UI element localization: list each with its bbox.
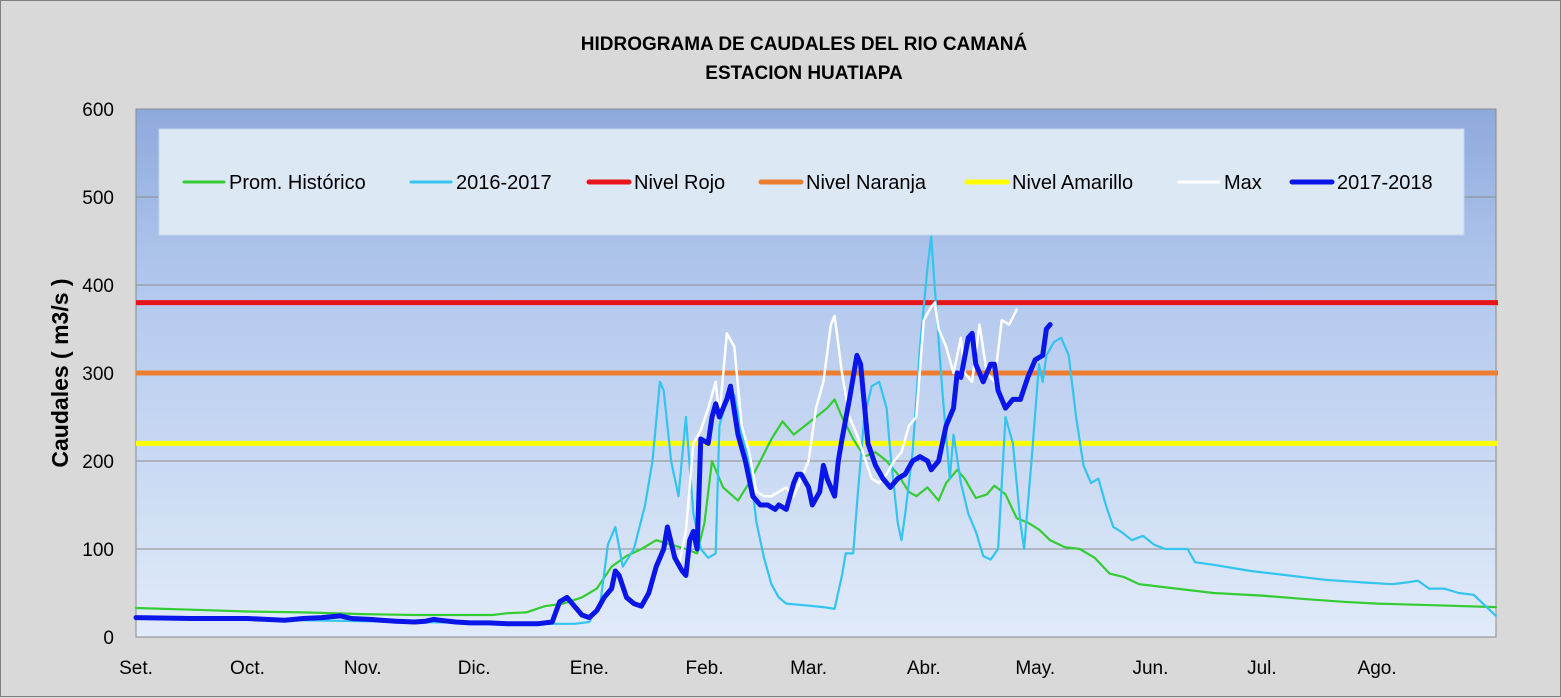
x-tick-label: Mar.	[790, 658, 827, 679]
series-line-2	[677, 301, 1018, 568]
series-lines	[133, 235, 1498, 627]
x-tick-label: Jul.	[1247, 658, 1277, 679]
x-tick-label: Dic.	[458, 658, 491, 679]
y-tick-label: 100	[82, 540, 114, 561]
legend-label: Nivel Amarillo	[1012, 172, 1133, 194]
x-tick-label: Set.	[119, 658, 153, 679]
y-tick-label: 600	[82, 100, 114, 121]
x-tick-label: Feb.	[686, 658, 724, 679]
y-tick-label: 200	[82, 452, 114, 473]
y-tick-label: 300	[82, 364, 114, 385]
series-line-3	[133, 322, 1053, 627]
legend-label: 2017-2018	[1337, 172, 1433, 194]
y-tick-label: 0	[103, 628, 114, 649]
x-tick-label: Ago.	[1358, 658, 1397, 679]
y-axis-label: Caudales ( m3/s )	[47, 278, 73, 467]
chart-title: HIDROGRAMA DE CAUDALES DEL RIO CAMANÁ	[581, 33, 1028, 55]
legend-label: 2016-2017	[456, 172, 552, 194]
series-line-1	[134, 235, 1498, 625]
legend-label: Nivel Rojo	[634, 172, 725, 194]
legend-label: Max	[1224, 172, 1262, 194]
y-tick-label: 400	[82, 276, 114, 297]
x-tick-label: Abr.	[907, 658, 941, 679]
x-axis-ticks: Set. Oct. Nov. Dic. Ene. Feb. Mar. Abr. May. Jun.…	[119, 658, 1397, 679]
x-tick-label: May.	[1015, 658, 1055, 679]
y-tick-label: 500	[82, 188, 114, 209]
x-tick-label: Oct.	[230, 658, 265, 679]
chart-subtitle: ESTACION HUATIAPA	[705, 63, 903, 84]
x-tick-label: Nov.	[344, 658, 382, 679]
legend-box	[158, 128, 1465, 236]
legend: Prom. Histórico 2016-2017 Nivel Rojo Nivel …	[182, 172, 1433, 194]
threshold-lines	[136, 300, 1498, 446]
legend-label: Prom. Histórico	[229, 172, 366, 194]
legend-label: Nivel Naranja	[806, 172, 927, 194]
y-axis-ticks: 0 100 200 300 400 500 600	[82, 100, 114, 649]
x-tick-label: Jun.	[1132, 658, 1168, 679]
x-tick-label: Ene.	[570, 658, 609, 679]
